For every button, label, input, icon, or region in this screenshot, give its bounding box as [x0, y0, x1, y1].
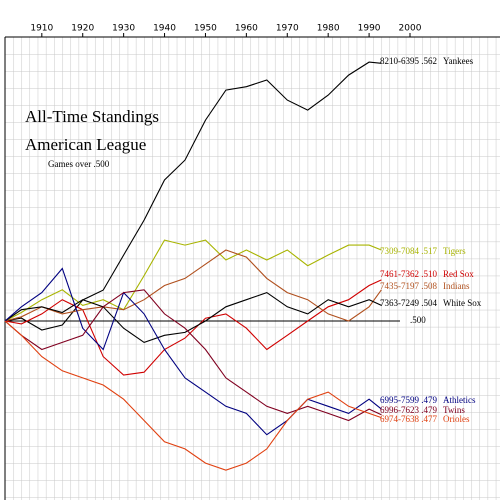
chart-title: All-Time Standings [25, 107, 159, 126]
grid [5, 37, 500, 500]
legend-record: 6996-7623 .479 [380, 405, 437, 415]
chart-subtitle: American League [25, 135, 146, 154]
legend-record: 7363-7249 .504 [380, 298, 437, 308]
zero-label: .500 [410, 315, 426, 325]
series-line [4, 291, 382, 344]
legend-label: Twins [443, 405, 465, 415]
x-tick-label: 1990 [358, 24, 381, 34]
series-line [4, 249, 382, 322]
legend-label: White Sox [443, 298, 482, 308]
x-tick-label: 1930 [112, 24, 135, 34]
legend-label: Tigers [443, 246, 466, 256]
legend-record: 7435-7197 .508 [380, 281, 437, 291]
legend-record: 8210-6395 .562 [380, 56, 437, 66]
x-tick-label: 1980 [317, 24, 340, 34]
series-line [4, 279, 382, 376]
x-tick-label: 2000 [399, 24, 422, 34]
x-tick-label: 1940 [153, 24, 176, 34]
series-line [4, 239, 382, 322]
series-line [4, 320, 382, 471]
y-label: Games over .500 [48, 159, 110, 169]
series-line [4, 267, 382, 436]
x-tick-label: 1970 [276, 24, 299, 34]
series-line [4, 289, 382, 422]
legend-record: 6974-7638 .477 [380, 414, 437, 424]
series-line [4, 61, 382, 331]
legend-label: Yankees [443, 56, 474, 66]
legend-label: Orioles [443, 414, 470, 424]
legend-label: Indians [443, 281, 470, 291]
legend-label: Athletics [443, 395, 476, 405]
x-tick-label: 1960 [235, 24, 258, 34]
legend-label: Red Sox [443, 269, 474, 279]
x-tick-label: 1910 [30, 24, 53, 34]
x-tick-label: 1920 [71, 24, 94, 34]
legend-record: 7309-7084 .517 [380, 246, 437, 256]
x-tick-label: 1950 [194, 24, 217, 34]
legend-record: 6995-7599 .479 [380, 395, 437, 405]
legend-record: 7461-7362 .510 [380, 269, 437, 279]
